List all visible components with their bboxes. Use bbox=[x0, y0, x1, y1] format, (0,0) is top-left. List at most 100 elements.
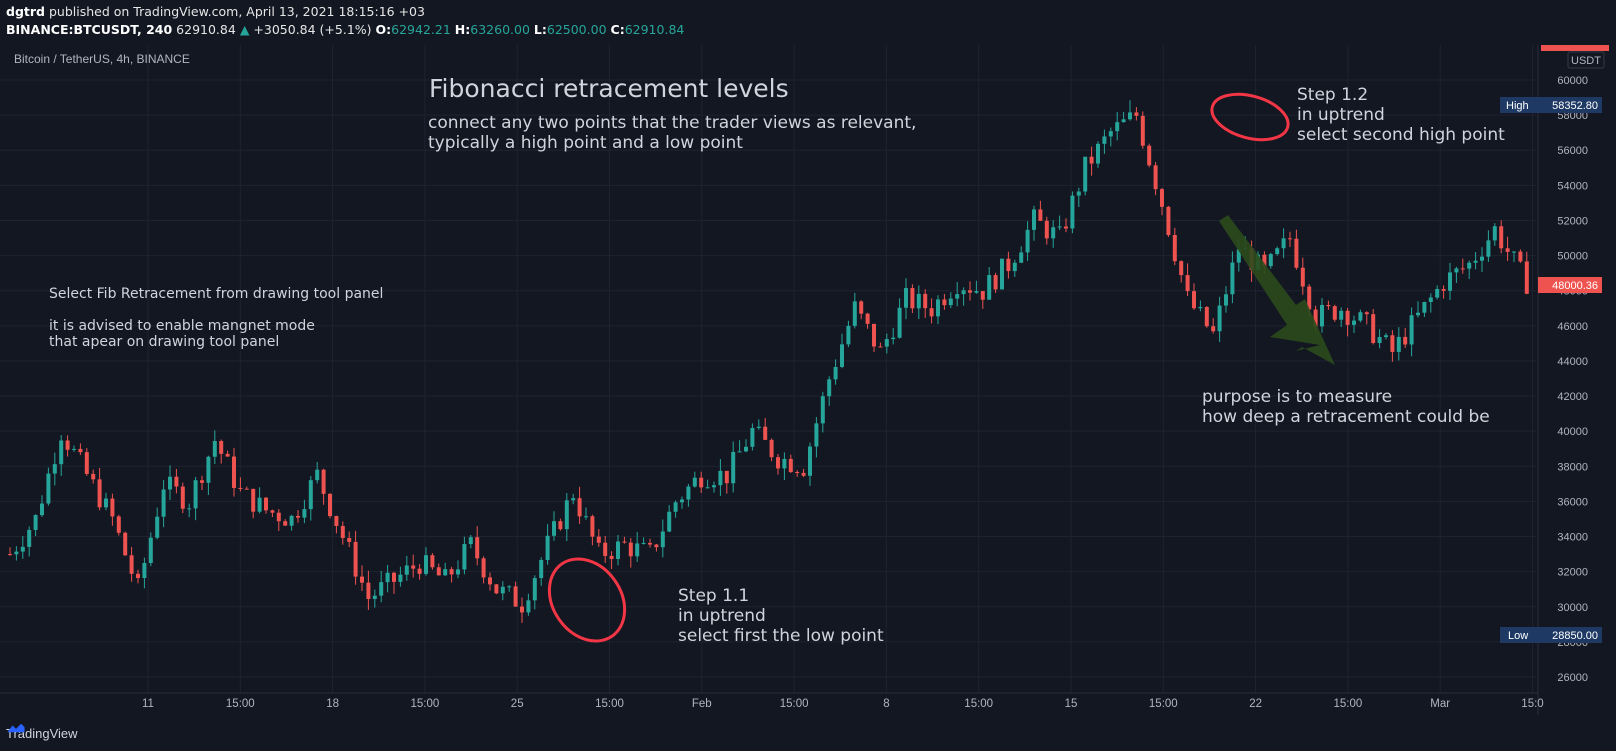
annotation-title: Fibonacci retracement levels bbox=[429, 74, 789, 103]
price-axis[interactable]: 6000058000560005400052000500004800046000… bbox=[1557, 75, 1588, 684]
candle-body bbox=[840, 344, 844, 367]
candle-body bbox=[1038, 209, 1043, 221]
candle-body bbox=[155, 516, 160, 538]
candle-body bbox=[1262, 254, 1267, 267]
candle-body bbox=[1211, 326, 1216, 332]
candle-body bbox=[1102, 136, 1107, 144]
top-price-flag bbox=[1541, 45, 1609, 51]
candle-body bbox=[148, 537, 153, 563]
candle-body bbox=[1083, 156, 1088, 192]
low-tag-label: Low bbox=[1508, 630, 1528, 642]
candle-body bbox=[347, 538, 352, 542]
currency-badge[interactable] bbox=[1567, 51, 1605, 69]
candle-body bbox=[46, 473, 51, 504]
x-tick-label: 15:00 bbox=[595, 698, 624, 710]
currency-label: USDT bbox=[1571, 55, 1601, 67]
candle-body bbox=[968, 290, 972, 293]
candle-body bbox=[782, 458, 787, 469]
y-tick-label: 30000 bbox=[1557, 602, 1588, 614]
annotation-step12-1: Step 1.2 bbox=[1297, 85, 1368, 105]
candle-body bbox=[776, 457, 780, 469]
candle-body bbox=[385, 572, 390, 583]
candle-body bbox=[1428, 297, 1433, 303]
candle-body bbox=[705, 487, 710, 489]
annotation-left-2: it is advised to enable mangnet mode bbox=[49, 318, 315, 334]
annotation-purpose-2: how deep a retracement could be bbox=[1202, 407, 1490, 427]
candles bbox=[8, 100, 1529, 623]
candle-body bbox=[1326, 304, 1331, 307]
candle-body bbox=[507, 586, 512, 588]
time-axis[interactable]: 11 15:00 18 15:00 25 15:00 Feb 15:00 8 15:00 15 15:… bbox=[142, 698, 1544, 710]
publish-line: dgtrd published on TradingView.com, Apri… bbox=[6, 3, 684, 21]
author-name[interactable]: dgtrd bbox=[6, 4, 45, 19]
x-tick-label: Feb bbox=[692, 698, 712, 710]
candle-body bbox=[904, 288, 908, 308]
candle-body bbox=[680, 499, 684, 503]
candle-body bbox=[1480, 256, 1484, 261]
candle-body bbox=[769, 439, 774, 458]
candle-body bbox=[142, 562, 147, 579]
candle-body bbox=[955, 294, 960, 299]
retracement-arrow[interactable] bbox=[1219, 215, 1335, 365]
candle-body bbox=[232, 456, 236, 488]
tradingview-logo-icon[interactable] bbox=[6, 722, 26, 734]
candle-body bbox=[161, 489, 166, 517]
candle-body bbox=[552, 521, 556, 536]
chart-area[interactable]: 6000058000560005400052000500004800046000… bbox=[0, 45, 1616, 715]
candle-body bbox=[1499, 226, 1504, 249]
candle-body bbox=[462, 544, 467, 570]
candle-body bbox=[801, 472, 806, 476]
candle-body bbox=[648, 542, 652, 545]
candle-body bbox=[603, 542, 608, 556]
candle-body bbox=[1019, 252, 1024, 263]
x-tick-label: 15:00 bbox=[1334, 698, 1363, 710]
candle-body bbox=[545, 535, 550, 560]
low-label: L: bbox=[533, 22, 547, 37]
y-tick-label: 58000 bbox=[1557, 110, 1588, 122]
candle-body bbox=[564, 500, 569, 530]
candle-body bbox=[40, 503, 44, 516]
candle-body bbox=[1108, 131, 1113, 137]
candle-body bbox=[1224, 294, 1228, 306]
candle-body bbox=[379, 582, 384, 596]
candle-body bbox=[718, 470, 723, 486]
candle-body bbox=[628, 542, 633, 557]
published-text: published on TradingView.com, April 13, … bbox=[48, 4, 425, 19]
high-point-ellipse[interactable] bbox=[1207, 87, 1293, 148]
y-tick-label: 34000 bbox=[1557, 532, 1588, 544]
low-tag-value: 28850.00 bbox=[1552, 630, 1598, 642]
y-tick-label: 32000 bbox=[1557, 567, 1588, 579]
candle-body bbox=[1134, 112, 1139, 116]
candle-body bbox=[1288, 238, 1292, 240]
candle-body bbox=[84, 452, 89, 474]
y-tick-label: 52000 bbox=[1557, 215, 1588, 227]
low-point-ellipse[interactable] bbox=[534, 544, 640, 655]
candle-body bbox=[404, 565, 409, 575]
candle-body bbox=[33, 515, 38, 530]
candle-body bbox=[1057, 226, 1062, 228]
candle-body bbox=[1198, 306, 1203, 309]
candle-body bbox=[1505, 248, 1510, 252]
candle-body bbox=[328, 493, 332, 517]
candle-body bbox=[116, 516, 121, 533]
candle-body bbox=[1441, 288, 1446, 291]
candle-body bbox=[475, 537, 480, 559]
candle-body bbox=[1172, 234, 1177, 262]
candle-body bbox=[219, 441, 224, 454]
current-price-value: 48000.36 bbox=[1552, 280, 1598, 292]
candle-body bbox=[750, 427, 755, 447]
candle-body bbox=[225, 453, 230, 457]
annotation-step11-2: in uptrend bbox=[678, 606, 766, 626]
chart-canvas[interactable]: 6000058000560005400052000500004800046000… bbox=[0, 45, 1616, 715]
candle-body bbox=[97, 479, 102, 508]
candle-body bbox=[1339, 310, 1344, 320]
candle-body bbox=[315, 469, 320, 481]
candle-body bbox=[635, 543, 640, 557]
candle-body bbox=[744, 446, 748, 452]
candle-body bbox=[1147, 145, 1152, 166]
x-tick-label: 25 bbox=[511, 698, 524, 710]
candle-body bbox=[1332, 306, 1337, 320]
candle-body bbox=[852, 301, 857, 326]
candle-body bbox=[392, 572, 396, 582]
candle-body bbox=[1377, 337, 1382, 344]
